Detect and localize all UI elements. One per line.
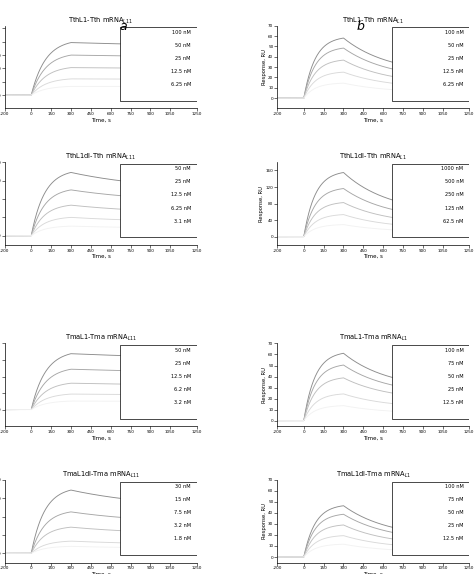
Text: 500 nM: 500 nM (445, 180, 464, 184)
Title: TthL1dl-Tth mRNA$_{L1}$: TthL1dl-Tth mRNA$_{L1}$ (339, 152, 407, 162)
Text: 62.5 nM: 62.5 nM (443, 219, 464, 224)
FancyBboxPatch shape (120, 345, 197, 418)
Text: 50 nM: 50 nM (448, 510, 464, 515)
X-axis label: Time, s: Time, s (364, 254, 383, 259)
Title: TmaL1-Tma mRNA$_{L1}$: TmaL1-Tma mRNA$_{L1}$ (338, 333, 408, 343)
Y-axis label: Response, RU: Response, RU (262, 49, 267, 85)
Text: 6.25 nM: 6.25 nM (171, 205, 191, 211)
FancyBboxPatch shape (392, 164, 469, 238)
Text: 25 nM: 25 nM (175, 56, 191, 61)
Text: 50 nM: 50 nM (448, 43, 464, 48)
Title: TthL1-Tth mRNA$_{L11}$: TthL1-Tth mRNA$_{L11}$ (68, 15, 133, 26)
FancyBboxPatch shape (120, 482, 197, 555)
Text: 6.25 nM: 6.25 nM (171, 82, 191, 87)
Text: 12.5 nM: 12.5 nM (171, 192, 191, 197)
Text: 50 nM: 50 nM (175, 166, 191, 172)
Title: TmaL1dl-Tma mRNA$_{L1}$: TmaL1dl-Tma mRNA$_{L1}$ (336, 470, 411, 480)
X-axis label: Time, s: Time, s (364, 572, 383, 574)
Text: 3.2 nM: 3.2 nM (174, 400, 191, 405)
Text: 25 nM: 25 nM (448, 56, 464, 61)
Text: 50 nM: 50 nM (448, 374, 464, 379)
FancyBboxPatch shape (392, 28, 469, 101)
Text: 100 nM: 100 nM (445, 484, 464, 489)
Text: 75 nM: 75 nM (448, 360, 464, 366)
Text: 12.5 nM: 12.5 nM (443, 536, 464, 541)
Text: 25 nM: 25 nM (175, 180, 191, 184)
Title: TthL1-Tth mRNA$_{L1}$: TthL1-Tth mRNA$_{L1}$ (342, 15, 404, 26)
Y-axis label: Response, RU: Response, RU (259, 185, 264, 222)
X-axis label: Time, s: Time, s (91, 436, 110, 440)
Text: b: b (356, 20, 364, 33)
Text: 6.25 nM: 6.25 nM (443, 82, 464, 87)
FancyBboxPatch shape (120, 28, 197, 101)
Text: 7.5 nM: 7.5 nM (174, 510, 191, 515)
X-axis label: Time, s: Time, s (364, 118, 383, 123)
FancyBboxPatch shape (392, 482, 469, 555)
Text: 25 nM: 25 nM (448, 523, 464, 528)
Text: 12.5 nM: 12.5 nM (171, 374, 191, 379)
Title: TmaL1-Tma mRNA$_{L11}$: TmaL1-Tma mRNA$_{L11}$ (64, 333, 137, 343)
X-axis label: Time, s: Time, s (364, 436, 383, 440)
X-axis label: Time, s: Time, s (91, 118, 110, 123)
Text: 1.8 nM: 1.8 nM (173, 536, 191, 541)
Title: TmaL1dl-Tma mRNA$_{L11}$: TmaL1dl-Tma mRNA$_{L11}$ (62, 470, 140, 480)
Text: 3.2 nM: 3.2 nM (174, 523, 191, 528)
Text: 12.5 nM: 12.5 nM (443, 400, 464, 405)
Text: 125 nM: 125 nM (445, 205, 464, 211)
Text: 250 nM: 250 nM (445, 192, 464, 197)
Text: 6.2 nM: 6.2 nM (173, 387, 191, 392)
X-axis label: Time, s: Time, s (91, 572, 110, 574)
Y-axis label: Response, RU: Response, RU (262, 367, 267, 403)
Title: TthL1dl-Tth mRNA$_{L11}$: TthL1dl-Tth mRNA$_{L11}$ (65, 152, 136, 162)
Text: a: a (119, 20, 127, 33)
Text: 1000 nM: 1000 nM (441, 166, 464, 172)
Text: 100 nM: 100 nM (445, 348, 464, 352)
Text: 30 nM: 30 nM (175, 484, 191, 489)
Text: 75 nM: 75 nM (448, 497, 464, 502)
Text: 100 nM: 100 nM (172, 30, 191, 35)
FancyBboxPatch shape (120, 164, 197, 238)
Text: 25 nM: 25 nM (175, 360, 191, 366)
X-axis label: Time, s: Time, s (91, 254, 110, 259)
Text: 50 nM: 50 nM (175, 348, 191, 352)
FancyBboxPatch shape (392, 345, 469, 418)
Text: 3.1 nM: 3.1 nM (174, 219, 191, 224)
Text: 15 nM: 15 nM (175, 497, 191, 502)
Y-axis label: Response, RU: Response, RU (262, 503, 267, 539)
Text: 25 nM: 25 nM (448, 387, 464, 392)
Text: 12.5 nM: 12.5 nM (171, 69, 191, 74)
Text: 100 nM: 100 nM (445, 30, 464, 35)
Text: 50 nM: 50 nM (175, 43, 191, 48)
Text: 12.5 nM: 12.5 nM (443, 69, 464, 74)
